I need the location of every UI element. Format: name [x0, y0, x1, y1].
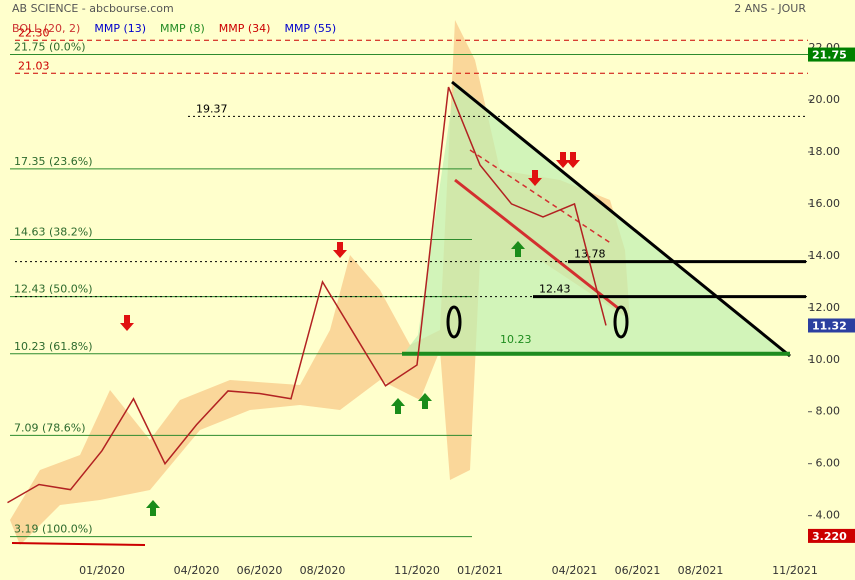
trend-line	[451, 80, 791, 358]
y-tick-label: 4.00	[816, 509, 841, 522]
price-tag-label: 3.220	[812, 530, 847, 543]
sell-arrow	[566, 152, 580, 168]
fib-label: 10.23 (61.8%)	[14, 340, 93, 353]
ellipse-marker	[613, 305, 629, 339]
x-tick-label: 08/2020	[300, 564, 346, 577]
fib-label: 3.19 (100.0%)	[14, 523, 93, 536]
legend-entry: MMP (55)	[284, 22, 336, 35]
sell-arrow	[120, 315, 134, 331]
x-tick-label: 06/2020	[237, 564, 283, 577]
price-tag-label: 21.75	[812, 49, 847, 62]
decor-line	[11, 542, 146, 546]
x-tick-label: 04/2020	[174, 564, 220, 577]
x-tick-label: 11/2020	[394, 564, 440, 577]
fib-label: 14.63 (38.2%)	[14, 226, 93, 239]
buy-arrow	[511, 241, 525, 257]
resistance-label: 21.03	[18, 59, 50, 72]
legend-entry: MMP (8)	[160, 22, 205, 35]
y-tick-label: 16.00	[809, 197, 841, 210]
buy-arrow	[418, 393, 432, 409]
channel-line	[454, 178, 619, 310]
x-tick-label: 06/2021	[615, 564, 661, 577]
x-tick-label: 08/2021	[678, 564, 724, 577]
price-tag	[808, 318, 855, 333]
ellipse-marker	[446, 305, 462, 339]
sell-arrow	[333, 242, 347, 258]
buy-arrow	[391, 398, 405, 414]
support-label: 19.37	[196, 102, 228, 115]
x-tick-label: 04/2021	[552, 564, 598, 577]
chart-title: AB SCIENCE - abcbourse.com	[12, 2, 174, 15]
price-tag	[808, 47, 855, 62]
y-tick-label: 14.00	[809, 249, 841, 262]
buy-arrow	[146, 500, 160, 516]
y-tick-label: 10.00	[809, 353, 841, 366]
x-tick-label: 01/2021	[457, 564, 503, 577]
price-tag-label: 11.32	[812, 319, 847, 332]
legend-entry: MMP (13)	[94, 22, 146, 35]
legend-entry: MMP (34)	[219, 22, 271, 35]
target-zone	[402, 82, 790, 356]
channel-line	[469, 149, 613, 245]
fib-label: 7.09 (78.6%)	[14, 421, 86, 434]
support-label: 12.43	[539, 283, 571, 296]
y-tick-label: 20.00	[809, 93, 841, 106]
target-label: 10.23	[500, 333, 532, 346]
y-tick-label: 12.00	[809, 301, 841, 314]
fib-label: 17.35 (23.6%)	[14, 155, 93, 168]
legend-entry: BOLL (20, 2)	[12, 22, 80, 35]
resistance-label: 22.30	[18, 26, 50, 39]
price-line	[7, 86, 607, 504]
y-tick-label: 6.00	[816, 457, 841, 470]
fib-label: 21.75 (0.0%)	[14, 41, 86, 54]
period-label: 2 ANS - JOUR	[734, 2, 806, 15]
price-tag	[808, 528, 855, 543]
sell-arrow	[528, 170, 542, 186]
sell-arrow	[556, 152, 570, 168]
y-tick-label: 8.00	[816, 405, 841, 418]
fib-label: 12.43 (50.0%)	[14, 283, 93, 296]
x-tick-label: 11/2021	[772, 564, 818, 577]
x-tick-label: 01/2020	[79, 564, 125, 577]
support-label: 13.78	[574, 248, 606, 261]
y-tick-label: 18.00	[809, 145, 841, 158]
